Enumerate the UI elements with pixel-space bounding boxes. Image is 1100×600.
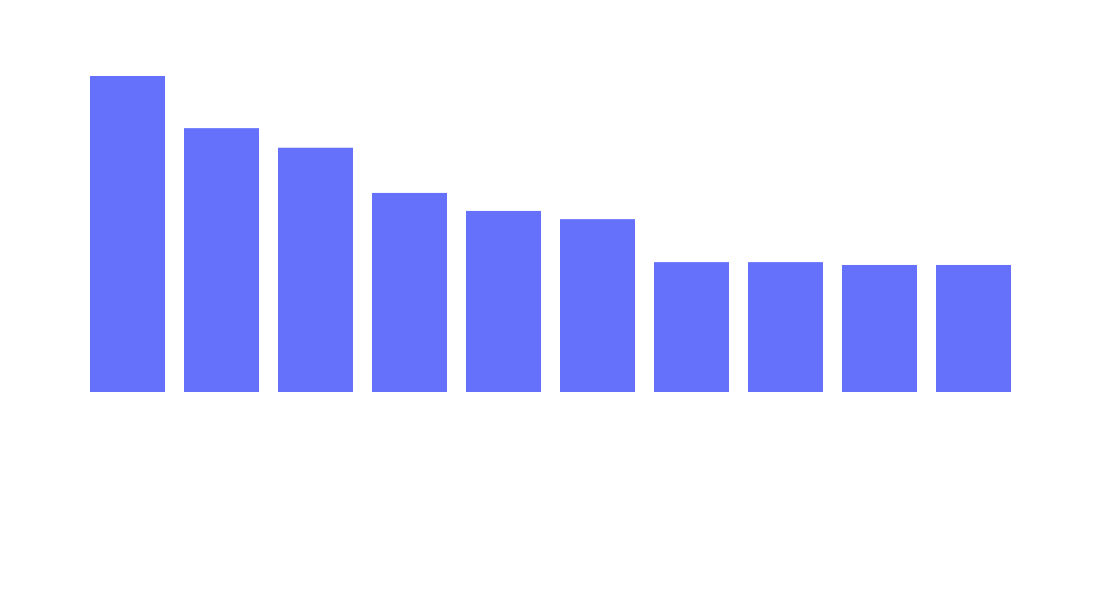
bar-1: [90, 76, 165, 392]
bar-9: [842, 264, 917, 392]
bar-7: [654, 262, 729, 392]
bar-3: [278, 147, 353, 392]
bar-8: [748, 262, 823, 392]
bar-10: [936, 264, 1011, 392]
bar-2: [184, 128, 259, 392]
bar-4: [372, 192, 447, 392]
bars-layer: [90, 76, 1011, 392]
bar-5: [466, 210, 541, 392]
bar-6: [560, 219, 635, 392]
